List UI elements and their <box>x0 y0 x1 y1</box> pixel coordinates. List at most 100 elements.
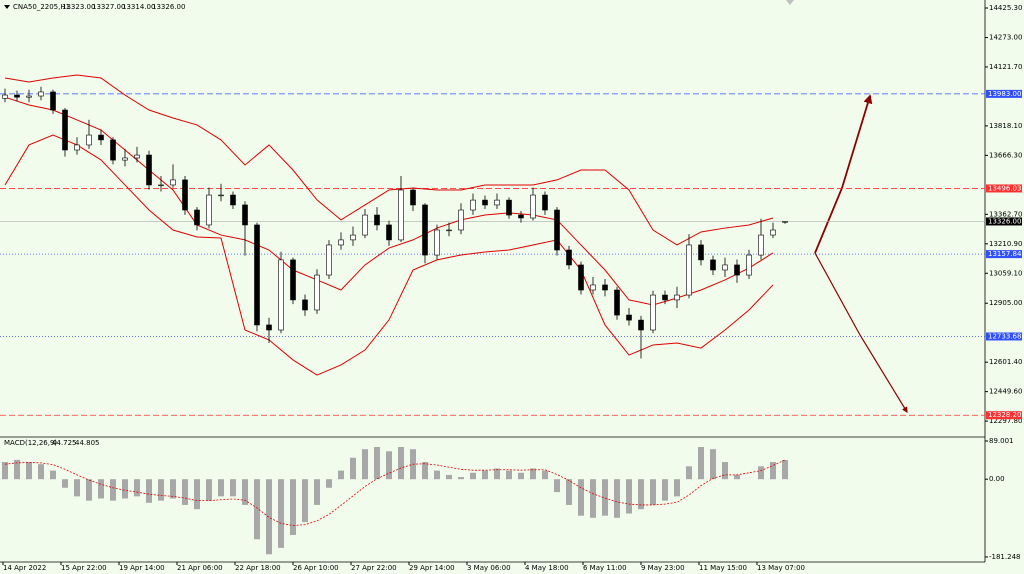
candle-body <box>590 284 596 291</box>
candle-body <box>254 224 260 326</box>
candle-body <box>542 194 548 211</box>
x-tick-label: 6 May 11:00 <box>583 564 627 572</box>
shift-marker[interactable] <box>786 0 794 5</box>
candle-body <box>650 294 656 331</box>
band-middle <box>4 96 774 306</box>
y-tick-label: 13818.10 <box>989 122 1022 130</box>
level-label-box <box>986 332 1022 341</box>
macd-bar <box>230 479 236 497</box>
up-arrow <box>814 94 873 254</box>
macd-bar <box>290 479 296 535</box>
macd-bar <box>326 479 332 488</box>
ohlc-high: 13327.00 <box>92 3 125 11</box>
macd-bar <box>710 449 716 480</box>
macd-bar <box>2 462 8 480</box>
level-label-box <box>986 250 1022 259</box>
y-tick-label: 12905.00 <box>989 299 1022 307</box>
candle-body <box>122 157 128 161</box>
candle-body <box>146 154 152 186</box>
macd-bar <box>650 479 656 505</box>
macd-bar <box>446 474 452 480</box>
candle-body <box>38 91 44 97</box>
y-tick-label: 14273.00 <box>989 34 1022 42</box>
candle-body <box>602 284 608 291</box>
macd-bar <box>50 470 56 480</box>
macd-bar <box>590 479 596 518</box>
candle-body <box>710 259 716 271</box>
candle-body <box>782 221 788 223</box>
candle-body <box>770 229 776 236</box>
candle-body <box>2 94 8 99</box>
macd-bar <box>458 477 464 480</box>
candle-body <box>74 144 80 151</box>
candle-body <box>242 204 248 226</box>
x-tick-label: 4 May 18:00 <box>525 564 569 572</box>
symbol: CNA50_2205,H1 <box>13 3 70 11</box>
macd-label: MACD(12,26,9) <box>4 439 57 447</box>
y-tick-label: 13362.70 <box>989 210 1022 218</box>
macd-bar <box>734 474 740 480</box>
macd-bar <box>770 462 776 480</box>
candle-body <box>350 234 356 241</box>
macd-bar <box>74 479 80 497</box>
candle-body <box>230 194 236 206</box>
macd-bar <box>14 459 20 480</box>
candle-body <box>302 299 308 311</box>
macd-bar <box>86 479 92 501</box>
candle-body <box>566 249 572 266</box>
x-tick-label: 14 Apr 2022 <box>3 564 46 572</box>
macd-bar <box>758 466 764 480</box>
macd-bar <box>482 470 488 480</box>
ohlc-open: 13323.00 <box>62 3 95 11</box>
candle-body <box>482 199 488 206</box>
band-lower <box>4 134 774 376</box>
macd-bar <box>386 451 392 480</box>
macd-signal-value: 44.805 <box>75 439 100 447</box>
x-tick-label: 15 Apr 22:00 <box>61 564 107 572</box>
macd-bar <box>494 468 500 480</box>
x-tick-label: 11 May 15:00 <box>699 564 747 572</box>
candle-body <box>626 314 632 321</box>
menu-triangle[interactable] <box>4 5 10 9</box>
x-tick-label: 27 Apr 22:00 <box>351 564 397 572</box>
x-tick-label: 19 Apr 14:00 <box>119 564 165 572</box>
macd-bar <box>638 479 644 510</box>
macd-bar <box>242 479 248 505</box>
candle-body <box>734 264 740 276</box>
macd-bar <box>578 479 584 516</box>
macd-bar <box>566 479 572 505</box>
macd-bar <box>170 479 176 499</box>
macd-bar <box>626 479 632 514</box>
macd-bar <box>218 479 224 497</box>
macd-bar <box>398 447 404 480</box>
macd-bar <box>542 470 548 480</box>
macd-bar <box>158 479 164 501</box>
macd-bar <box>350 457 356 480</box>
y-tick-label: 12297.80 <box>989 417 1022 425</box>
candle-body <box>86 134 92 146</box>
macd-tick-label: -181.248 <box>989 553 1020 561</box>
x-tick-label: 13 May 07:00 <box>757 564 805 572</box>
candle-body <box>206 194 212 226</box>
candle-body <box>314 274 320 311</box>
candle-body <box>62 109 68 151</box>
level-label: 13496.03 <box>988 184 1021 192</box>
candle-body <box>194 209 200 226</box>
macd-bar <box>530 468 536 480</box>
macd-bar <box>338 470 344 480</box>
candle-body <box>50 91 56 111</box>
candle-body <box>182 179 188 211</box>
candle-body <box>326 244 332 276</box>
candle-body <box>278 259 284 331</box>
candle-body <box>614 289 620 316</box>
candle-body <box>170 179 176 186</box>
macd-tick-label: 0.00 <box>989 475 1005 483</box>
level-label: 12733.68 <box>988 332 1021 340</box>
level-label: 12328.20 <box>988 411 1021 419</box>
bid-label: 13326.00 <box>988 217 1021 225</box>
candle-body <box>578 264 584 291</box>
macd-bar <box>374 447 380 480</box>
macd-bar <box>518 472 524 480</box>
candle-body <box>446 229 452 232</box>
